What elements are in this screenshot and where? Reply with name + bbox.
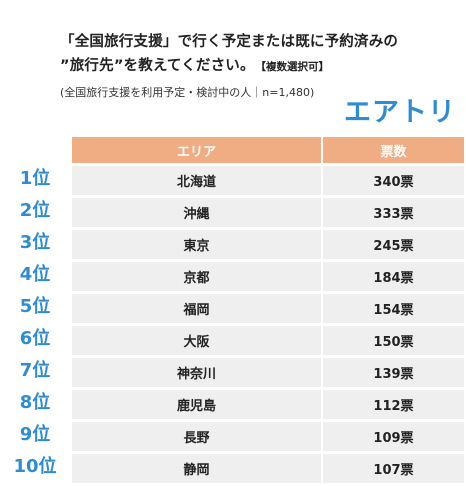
rank-label: 2位 bbox=[19, 200, 51, 221]
table-row: 神奈川 139票 bbox=[72, 358, 464, 387]
column-header-area: エリア bbox=[72, 137, 323, 163]
votes-cell: 184票 bbox=[323, 262, 464, 291]
table-row: 鹿児島 112票 bbox=[72, 390, 464, 419]
title-line-2-text: ”旅行先”を教えてください。 bbox=[60, 58, 255, 74]
votes-cell: 333票 bbox=[323, 198, 464, 227]
area-cell: 福岡 bbox=[72, 294, 323, 323]
multiple-choice-tag: 【複数選択可】 bbox=[260, 61, 329, 73]
table-row: 福岡 154票 bbox=[72, 294, 464, 323]
ranking-table: エリア 票数 北海道 340票 沖縄 333票 東京 245票 京都 184票 福岡 154票 大阪… bbox=[72, 134, 464, 486]
area-cell: 京都 bbox=[72, 262, 323, 291]
votes-cell: 139票 bbox=[323, 358, 464, 387]
title-line-2: ”旅行先”を教えてください。 【複数選択可】 bbox=[60, 54, 460, 79]
table-row: 京都 184票 bbox=[72, 262, 464, 291]
rank-label: 9位 bbox=[19, 424, 51, 445]
area-cell: 東京 bbox=[72, 230, 323, 259]
sample-note: (全国旅行支援を利用予定・検討中の人｜n=1,480) bbox=[60, 86, 315, 99]
rank-label: 6位 bbox=[19, 328, 51, 349]
table-body: 北海道 340票 沖縄 333票 東京 245票 京都 184票 福岡 154票 大阪 150票 神奈川… bbox=[72, 166, 464, 483]
table-header-row: エリア 票数 bbox=[72, 137, 464, 163]
rank-label: 4位 bbox=[19, 264, 51, 285]
votes-cell: 245票 bbox=[323, 230, 464, 259]
votes-cell: 154票 bbox=[323, 294, 464, 323]
rank-label: 8位 bbox=[19, 392, 51, 413]
area-cell: 長野 bbox=[72, 422, 323, 451]
table-row: 北海道 340票 bbox=[72, 166, 464, 195]
votes-cell: 112票 bbox=[323, 390, 464, 419]
area-cell: 神奈川 bbox=[72, 358, 323, 387]
votes-cell: 107票 bbox=[323, 454, 464, 483]
rank-label: 5位 bbox=[19, 296, 51, 317]
airtrip-logo: エアトリ bbox=[344, 97, 456, 128]
question-title: 「全国旅行支援」で行く予定または既に予約済みの ”旅行先”を教えてください。 【複… bbox=[60, 30, 460, 79]
column-header-votes: 票数 bbox=[323, 137, 464, 163]
area-cell: 沖縄 bbox=[72, 198, 323, 227]
table-row: 沖縄 333票 bbox=[72, 198, 464, 227]
table-row: 長野 109票 bbox=[72, 422, 464, 451]
area-cell: 大阪 bbox=[72, 326, 323, 355]
rank-label: 10位 bbox=[13, 456, 57, 477]
votes-cell: 150票 bbox=[323, 326, 464, 355]
area-cell: 北海道 bbox=[72, 166, 323, 195]
table-row: 東京 245票 bbox=[72, 230, 464, 259]
votes-cell: 109票 bbox=[323, 422, 464, 451]
area-cell: 鹿児島 bbox=[72, 390, 323, 419]
rank-label: 3位 bbox=[19, 232, 51, 253]
table-row: 静岡 107票 bbox=[72, 454, 464, 483]
votes-cell: 340票 bbox=[323, 166, 464, 195]
title-line-1: 「全国旅行支援」で行く予定または既に予約済みの bbox=[60, 34, 399, 50]
rank-label: 7位 bbox=[19, 360, 51, 381]
rank-label: 1位 bbox=[19, 168, 51, 189]
table-row: 大阪 150票 bbox=[72, 326, 464, 355]
rank-labels: 1位 2位 3位 4位 5位 6位 7位 8位 9位 10位 bbox=[0, 163, 70, 483]
area-cell: 静岡 bbox=[72, 454, 323, 483]
